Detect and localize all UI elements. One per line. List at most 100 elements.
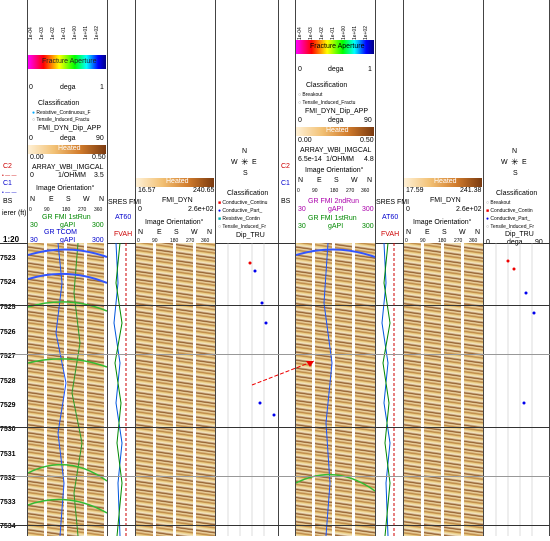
- sres-label: SRES FMI: [376, 199, 410, 206]
- aperture-color-bar: [28, 55, 106, 69]
- degree-label: 0: [29, 207, 32, 213]
- depth-label: 7533: [0, 499, 16, 506]
- scale-unit: gAPI: [60, 222, 76, 229]
- fvah-label: FVAH: [381, 231, 400, 238]
- aperture-tick: 1e-04: [297, 27, 303, 40]
- heated-color-bar: [296, 127, 374, 136]
- scale-unit: dega: [60, 135, 76, 142]
- legend-item: Conductive_Part_: [490, 216, 531, 222]
- track-divider: [107, 0, 108, 536]
- dip-app-label: FMI_DYN_Dip_APP: [38, 125, 102, 132]
- degree-label: 270: [346, 188, 355, 194]
- nesw-label: N: [406, 229, 412, 236]
- legend-item: Conductive_Part_: [222, 208, 263, 214]
- heated-label: Heated: [166, 178, 189, 185]
- scale-min: 6.5e-14: [298, 156, 322, 163]
- scale-min: 0: [298, 117, 302, 124]
- scale-max: 300: [92, 222, 104, 229]
- aperture-title: Fracture Aperture: [310, 43, 365, 50]
- tensile-marker-icon: ○: [486, 224, 490, 230]
- dip-tadpole-track[interactable]: [216, 243, 278, 536]
- aperture-title: Fracture Aperture: [42, 58, 97, 65]
- aperture-tick: 1e+02: [94, 25, 100, 40]
- image-orientation-label: Image Orientation°: [145, 219, 204, 226]
- aperture-color-bar: [296, 40, 374, 54]
- scale-max: 300: [362, 223, 374, 230]
- conductive-part-marker-icon: ●: [218, 208, 222, 214]
- track-divider: [215, 0, 216, 536]
- fmi-dynamic-image-track-2[interactable]: [404, 243, 483, 536]
- nesw-label: W: [191, 229, 198, 236]
- scale-max: 300: [362, 206, 374, 213]
- heated-label: Heated: [326, 127, 349, 134]
- aperture-tick: 1e+01: [352, 25, 358, 40]
- heated-max: 241.38: [460, 187, 482, 194]
- degree-label: 90: [312, 188, 318, 194]
- track-divider: [375, 0, 376, 536]
- nesw-label: N: [298, 177, 304, 184]
- aperture-tick: 1e+00: [341, 25, 347, 40]
- scale-unit: dega: [507, 239, 523, 246]
- aperture-tick: 1e-02: [50, 27, 56, 40]
- classification-title: Classification: [496, 190, 538, 197]
- breakout-marker-icon: ○: [298, 92, 302, 98]
- image-orientation-label: Image Orientation°: [36, 185, 95, 192]
- nesw-label: E: [425, 229, 430, 236]
- heated-min: 0.00: [30, 154, 44, 161]
- legend-item: Tensile_Induced_Fr: [490, 224, 534, 230]
- caliper-bs: BS: [281, 198, 291, 205]
- at60-label: AT60: [382, 214, 399, 221]
- scale-max: 2.6e+02: [456, 206, 482, 213]
- degree-label: 270: [454, 238, 463, 244]
- heated-color-bar: [136, 178, 214, 187]
- aperture-tick: 1e-01: [330, 27, 336, 40]
- nesw-label: S: [174, 229, 179, 236]
- nesw-label: N: [99, 196, 105, 203]
- scale-min: 0: [486, 239, 490, 246]
- scale-max: 90: [535, 239, 543, 246]
- nesw-label: S: [334, 177, 339, 184]
- degree-label: 180: [62, 207, 71, 213]
- conductive-marker-icon: ■: [218, 200, 222, 206]
- aperture-tick: 1e-03: [39, 27, 45, 40]
- scale-max: 300: [92, 237, 104, 244]
- depth-label: 7525: [0, 304, 16, 311]
- conductive-marker-icon: ■: [486, 208, 490, 214]
- fmi-dyn-label: FMI_DYN: [162, 197, 193, 204]
- scale-min: 30: [298, 206, 306, 213]
- depth-label: 7528: [0, 378, 16, 385]
- degree-label: 270: [186, 238, 195, 244]
- image-orientation-label: Image Orientation°: [413, 219, 472, 226]
- fmi-dynamic-image-track[interactable]: [136, 243, 215, 536]
- aperture-tick: 1e+01: [83, 25, 89, 40]
- scale-unit: gAPI: [60, 237, 76, 244]
- classification-title: Classification: [306, 82, 348, 89]
- track-divider: [27, 0, 28, 536]
- dip-tadpole-track-2[interactable]: [484, 243, 549, 536]
- classification-title: Classification: [227, 190, 269, 197]
- tensile-marker-icon: ○: [32, 117, 36, 123]
- scale-max: 1: [368, 66, 372, 73]
- scale-min: 0: [138, 206, 142, 213]
- legend-item: Tensile_Induced_Fr: [222, 224, 266, 230]
- scale-unit: gAPI: [328, 206, 344, 213]
- correlation-arrow: [251, 360, 315, 386]
- heated-max: 0.50: [360, 137, 374, 144]
- track-divider: [295, 0, 296, 536]
- scale-min: 0: [29, 84, 33, 91]
- depth-scale: 1:20: [3, 235, 20, 244]
- image-orientation-label: Image Orientation°: [305, 167, 364, 174]
- depth-label: 7524: [0, 279, 16, 286]
- scale-max: 4.8: [364, 156, 374, 163]
- scale-min: 0: [406, 206, 410, 213]
- fmi-static-image-track[interactable]: [28, 243, 107, 536]
- heated-color-bar: [28, 145, 106, 154]
- fmi-static-image-track-2[interactable]: [296, 243, 375, 536]
- legend-item: Resistive_Contin: [222, 216, 260, 222]
- degree-label: 180: [330, 188, 339, 194]
- fvah-label: FVAH: [114, 231, 133, 238]
- degree-label: 180: [170, 238, 179, 244]
- scale-unit: gAPI: [328, 223, 344, 230]
- classification-title: Classification: [38, 100, 80, 107]
